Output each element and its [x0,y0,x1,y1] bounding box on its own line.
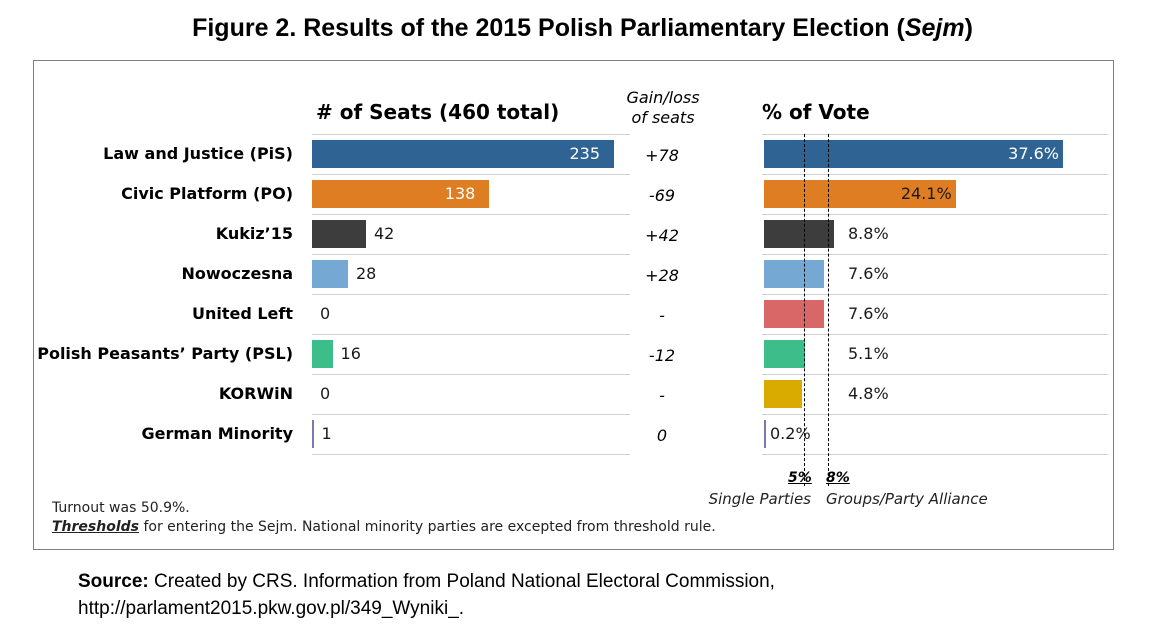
threshold-line-5 [803,134,805,486]
category-label-polish-peasants-party-psl: Polish Peasants’ Party (PSL) [37,344,293,363]
figure-title-main: Figure 2. Results of the 2015 Polish Par… [192,14,905,42]
category-label-united-left: United Left [191,304,293,323]
threshold-8-description: Groups/Party Alliance [826,490,988,508]
gain-header-line1: Gain/loss [626,88,700,107]
seats-row-rule-civic-platform-po [312,214,630,215]
vote-row-rule-law-and-justice-pis [762,174,1108,175]
seats-bar-kukiz-15 [312,220,366,248]
gain-value-polish-peasants-party-psl: -12 [648,346,676,365]
seats-header-rule [312,134,630,135]
seats-value-polish-peasants-party-psl: 16 [340,344,361,363]
gain-value-law-and-justice-pis: +78 [645,146,679,165]
vote-value-civic-platform-po: 24.1% [900,184,952,203]
vote-value-nowoczesna: 7.6% [848,264,889,283]
gain-value-korwin: - [659,386,665,405]
chart-frame [33,60,1114,550]
figure-title: Figure 2. Results of the 2015 Polish Par… [0,14,1165,43]
threshold-5-description: Single Parties [708,490,811,508]
seats-bar-german-minority [312,420,314,448]
threshold-5-label: 5% [788,470,812,486]
vote-bar-kukiz-15 [764,220,834,248]
source-line2: http://parlament2015.pkw.gov.pl/349_Wyni… [78,598,465,619]
vote-bar-german-minority [764,420,766,448]
vote-row-rule-nowoczesna [762,294,1108,295]
vote-bar-nowoczesna [764,260,825,288]
seats-value-kukiz-15: 42 [373,224,395,243]
figure-title-end: ) [964,14,973,42]
turnout-note: Turnout was 50.9%. [52,500,190,516]
vote-bar-polish-peasants-party-psl [764,340,805,368]
seats-value-united-left: 0 [320,304,331,323]
vote-row-rule-german-minority [762,454,1108,455]
category-label-law-and-justice-pis: Law and Justice (PiS) [103,144,293,163]
threshold-8-label: 8% [826,470,850,486]
seats-row-rule-korwin [312,414,630,415]
vote-value-kukiz-15: 8.8% [848,224,889,243]
vote-row-rule-korwin [762,414,1108,415]
source-text: Created by CRS. Information from Poland … [148,571,775,592]
threshold-note-text: for entering the Sejm. National minority… [139,519,716,535]
category-label-german-minority: German Minority [141,424,293,443]
gain-value-united-left: - [659,306,665,325]
seats-bar-law-and-justice-pis [312,140,614,168]
category-label-civic-platform-po: Civic Platform (PO) [121,184,293,203]
seats-bar-nowoczesna [312,260,348,288]
seats-value-law-and-justice-pis: 235 [569,144,600,163]
vote-value-german-minority: 0.2% [770,424,811,443]
vote-row-rule-kukiz-15 [762,254,1108,255]
vote-value-united-left: 7.6% [848,304,889,323]
seats-row-rule-polish-peasants-party-psl [312,374,630,375]
figure-title-italic: Sejm [904,14,965,42]
vote-value-law-and-justice-pis: 37.6% [1008,144,1059,163]
gain-value-nowoczesna: +28 [645,266,679,285]
seats-row-rule-kukiz-15 [312,254,630,255]
gain-value-kukiz-15: +42 [645,226,679,245]
gain-value-german-minority: 0 [656,426,668,445]
threshold-note: Thresholds for entering the Sejm. Nation… [52,519,716,535]
vote-value-polish-peasants-party-psl: 5.1% [848,344,889,363]
vote-row-rule-united-left [762,334,1108,335]
seats-value-nowoczesna: 28 [355,264,377,283]
threshold-note-keyword: Thresholds [52,519,139,535]
seats-value-civic-platform-po: 138 [444,184,476,203]
seats-value-german-minority: 1 [321,424,332,443]
vote-row-rule-civic-platform-po [762,214,1108,215]
vote-bar-united-left [764,300,825,328]
seats-row-rule-nowoczesna [312,294,630,295]
vote-header: % of Vote [762,100,870,124]
seats-header: # of Seats (460 total) [316,100,560,124]
seats-bar-civic-platform-po [312,180,490,208]
gain-header-line2: of seats [631,108,695,127]
gain-value-civic-platform-po: -69 [648,186,676,205]
category-label-kukiz-15: Kukiz’15 [215,224,293,243]
seats-row-rule-united-left [312,334,630,335]
category-label-korwin: KORWiN [218,384,293,403]
vote-value-korwin: 4.8% [848,384,889,403]
seats-row-rule-law-and-justice-pis [312,174,630,175]
vote-bar-civic-platform-po [764,180,956,208]
vote-bar-law-and-justice-pis [764,140,1063,168]
seats-row-rule-german-minority [312,454,630,455]
threshold-line-8 [827,134,829,486]
gain-header: Gain/loss of seats [598,88,728,128]
vote-row-rule-polish-peasants-party-psl [762,374,1108,375]
vote-header-rule [762,134,1108,135]
source-line1: Source: Created by CRS. Information from… [78,571,775,593]
seats-bar-polish-peasants-party-psl [312,340,333,368]
vote-bar-korwin [764,380,803,408]
category-label-nowoczesna: Nowoczesna [181,264,293,283]
source-label: Source: [78,571,149,592]
seats-value-korwin: 0 [320,384,331,403]
